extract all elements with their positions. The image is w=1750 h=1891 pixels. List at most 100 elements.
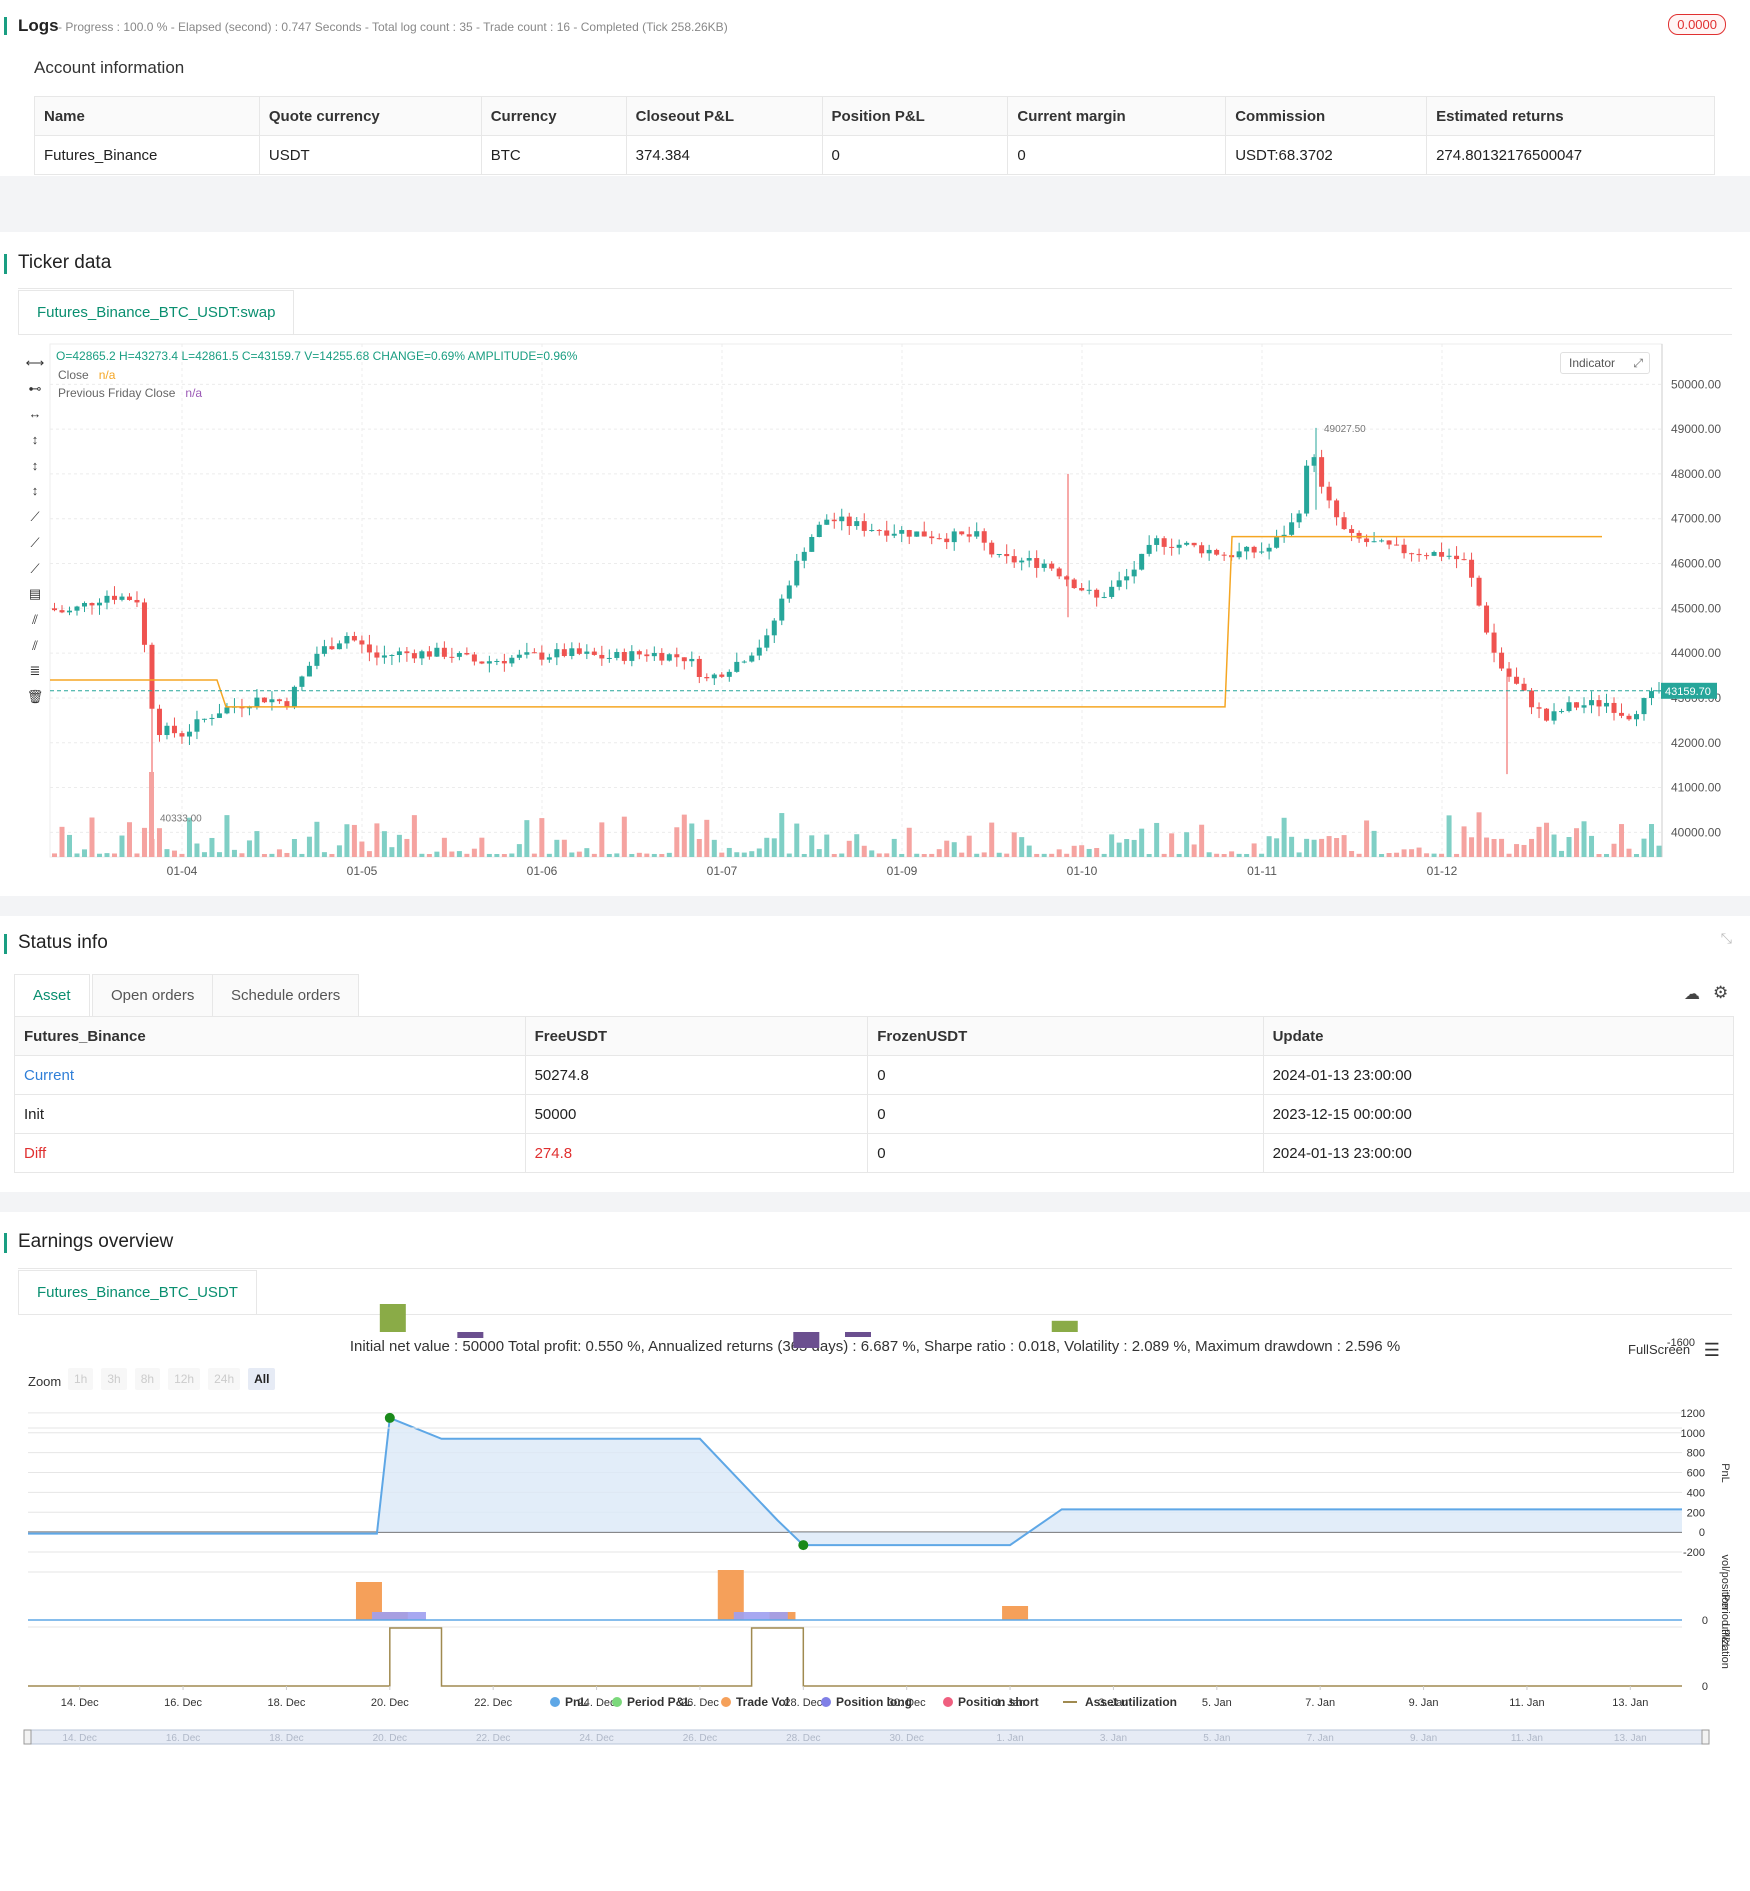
zoom-24h-button[interactable]: 24h [208,1368,241,1390]
volume-bar [584,848,590,857]
horizontal-segment-icon[interactable]: ↔ [28,406,42,422]
candle-body [569,648,575,656]
zoom-12h-button[interactable]: 12h [168,1368,201,1390]
candle-body [1244,546,1250,552]
volume-bar [1079,845,1085,857]
expand-icon[interactable]: ⤢ [1633,356,1643,370]
x-tick-label: 7. Jan [1305,1697,1335,1709]
candle-body [644,654,650,657]
volume-bar [141,827,147,857]
candle-body [1019,560,1025,563]
volume-bar [1491,839,1497,857]
menu-icon[interactable]: ☰ [1703,1340,1720,1360]
volume-bar [1146,853,1152,857]
volume-bar [441,837,447,857]
x-tick-label: 01-12 [1427,864,1458,878]
period-pnl-bar [1051,1320,1078,1332]
candle-body [981,531,987,543]
fib-channel-icon[interactable]: ⫽ [32,637,38,653]
candle-body [734,661,740,672]
gear-icon[interactable]: ⚙ [1713,983,1729,1002]
x-tick-label: 30. Dec [888,1697,926,1709]
table-row: Init 50000 0 2023-12-15 00:00:00 [14,1094,1735,1134]
zoom-label: Zoom [28,1374,62,1389]
vol-panel: 0 vol/position [28,1427,1731,1627]
pnl-line [28,1416,1682,1547]
volume-bar [996,852,1002,857]
tab-asset[interactable]: Asset [14,974,90,1016]
cloud-download-icon[interactable]: ☁ [1684,986,1700,1003]
tab-earnings[interactable]: Futures_Binance_BTC_USDT [18,1270,257,1314]
vertical-ray-icon[interactable]: ↕ [31,457,39,473]
tab-schedule-orders[interactable]: Schedule orders [212,974,360,1016]
zoom-8h-button[interactable]: 8h [134,1368,161,1390]
volume-bar [1439,853,1445,857]
candle-body [764,635,770,648]
volume-bar [1311,839,1317,857]
candle-body [1236,551,1242,558]
previous-friday-close-line [50,535,1602,708]
parallel-channel-icon[interactable]: ⫽ [32,611,38,627]
zoom-3h-button[interactable]: 3h [101,1368,127,1390]
candle-body [524,652,530,655]
period-pnl-bar [457,1332,484,1338]
price-label-icon[interactable]: ▤ [28,586,42,602]
candle-body [974,531,980,537]
volume-bar [831,853,837,857]
volume-bar [599,822,605,857]
candle-body [74,606,80,611]
fullscreen-button[interactable]: FullScreen ☰ [1628,1340,1720,1360]
candle-body [1296,513,1302,523]
x-tick-label: 1. Jan [995,1697,1025,1709]
indicator-button[interactable]: Indicator ⤢ [1560,352,1650,374]
trend-line-icon[interactable]: ⟋ [30,509,40,525]
zoom-all-button[interactable]: All [248,1368,276,1390]
candle-body [1596,700,1602,707]
vertical-line-icon[interactable]: ↕ [31,432,39,448]
volume-bar [644,853,650,857]
min-marker [798,1540,809,1551]
tab-open-orders[interactable]: Open orders [92,974,214,1016]
vertical-segment-icon[interactable]: ↕ [31,483,39,499]
candle-body [299,676,305,687]
volume-bar [261,853,267,857]
candle-body [419,651,425,659]
candle-body [359,640,365,645]
candle-body [1049,563,1055,569]
candle-body [1011,556,1017,563]
fib-retracement-icon[interactable]: ≣ [29,663,41,679]
extended-line-icon[interactable]: ⟋ [30,560,40,576]
legend-swatch [821,1697,831,1707]
horizontal-ray-icon[interactable]: ⊷ [28,380,42,396]
trash-icon[interactable]: 🗑 [26,688,44,704]
candle-body [1064,576,1070,580]
volume-bar [756,848,762,857]
pnl-axis-title: PnL [1719,1463,1731,1483]
volume-bar [929,853,935,857]
earnings-chart[interactable]: 1200 1000 800 600 400 200 0 -200 PnL -1600 Period … [0,1212,1750,1891]
volume-bar [201,852,207,857]
volume-bar [1064,853,1070,857]
collapse-icon[interactable]: ⤡ [1720,930,1732,946]
horizontal-line-icon[interactable]: ⟷ [25,355,45,370]
ray-icon[interactable]: ⟋ [30,534,40,550]
table-cell: 274.8 [524,1133,869,1173]
candle-body [906,530,912,537]
table-cell: 2024-01-13 23:00:00 [1262,1055,1735,1095]
column-header: FreeUSDT [524,1016,869,1056]
candle-body [869,530,875,532]
legend-close: Close n/a [58,368,116,382]
volume-bar [389,847,395,857]
volume-bar [1094,848,1100,857]
tab-ticker[interactable]: Futures_Binance_BTC_USDT:swap [18,290,295,334]
volume-bar [1416,847,1422,857]
candle-body [1371,541,1377,543]
status-title: Status info [4,932,108,954]
volume-bar [1169,833,1175,857]
zoom-1h-button[interactable]: 1h [68,1368,94,1390]
candle-body [1191,542,1197,546]
candle-body [1056,568,1062,577]
candle-body [104,595,110,603]
volume-bar [1274,838,1280,857]
candle-body [291,686,297,708]
